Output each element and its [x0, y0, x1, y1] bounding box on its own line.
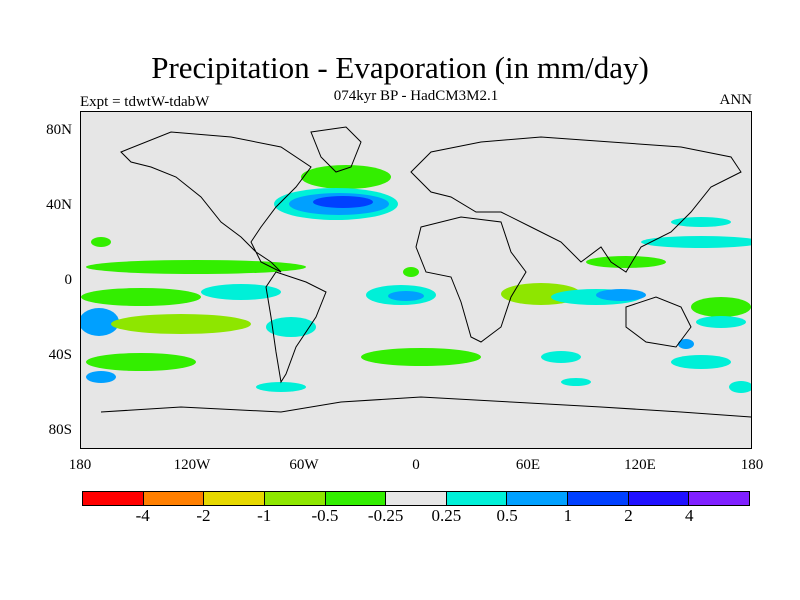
- anomaly-patch: [671, 217, 731, 227]
- lon-label-60w: 60W: [289, 457, 319, 473]
- colorbar: [82, 491, 750, 506]
- map-subtitle: 074kyr BP - HadCM3M2.1: [333, 88, 499, 104]
- anomaly-patch: [81, 308, 119, 336]
- lat-label-80s: 80S: [48, 422, 72, 438]
- anomaly-patch: [266, 317, 316, 337]
- anomaly-patches: [81, 165, 751, 393]
- lat-label-80n: 80N: [46, 122, 72, 138]
- anomaly-patch: [729, 381, 751, 393]
- colorbar-label: 1: [563, 506, 573, 525]
- anomaly-patch: [201, 284, 281, 300]
- lat-label-40n: 40N: [46, 197, 72, 213]
- anomaly-patch: [361, 348, 481, 366]
- colorbar-label: -1: [257, 506, 272, 525]
- anomaly-patch: [678, 339, 694, 349]
- colorbar-cell: [386, 492, 447, 505]
- coastlines: [100, 126, 751, 418]
- colorbar-cell: [325, 492, 387, 505]
- map-field-svg: [81, 126, 751, 418]
- lon-label-180e: 180: [740, 457, 764, 473]
- anomaly-patch: [403, 267, 419, 277]
- anomaly-patch: [561, 378, 591, 386]
- lon-label-180w: 180: [68, 457, 92, 473]
- anomaly-patch: [388, 291, 424, 301]
- lon-label-120e: 120E: [624, 457, 656, 473]
- colorbar-label: 2: [624, 506, 633, 525]
- colorbar-cell: [628, 492, 690, 505]
- colorbar-label: -2: [196, 506, 211, 525]
- anomaly-patch: [586, 256, 666, 268]
- anomaly-patch: [641, 236, 751, 248]
- colorbar-label: 0.5: [496, 506, 518, 525]
- colorbar-cell: [689, 492, 750, 505]
- colorbar-label: -4: [135, 506, 150, 525]
- anomaly-patch: [86, 260, 306, 274]
- colorbar-label: -0.5: [311, 506, 339, 525]
- colorbar-cell: [204, 492, 265, 505]
- map-title: Precipitation - Evaporation (in mm/day): [151, 50, 649, 85]
- colorbar-cell: [83, 492, 144, 505]
- anomaly-patch: [596, 289, 646, 301]
- lat-label-0: 0: [64, 272, 73, 288]
- anomaly-patch: [86, 353, 196, 371]
- anomaly-patch: [256, 382, 306, 392]
- anomaly-patch: [671, 355, 731, 369]
- anomaly-patch: [111, 314, 251, 334]
- lon-label-60e: 60E: [515, 457, 541, 473]
- anomaly-patch: [91, 237, 111, 247]
- colorbar-cell: [264, 492, 326, 505]
- colorbar-label: -0.25: [367, 506, 404, 525]
- anomaly-patch: [691, 297, 751, 317]
- experiment-label: Expt = tdwtW-tdabW: [80, 94, 210, 110]
- colorbar-cell: [568, 492, 629, 505]
- colorbar-cell: [446, 492, 508, 505]
- map-plot-area: [80, 111, 752, 449]
- anomaly-patch: [86, 371, 116, 383]
- period-label: ANN: [719, 92, 753, 108]
- anomaly-patch: [313, 196, 373, 208]
- lon-label-120w: 120W: [173, 457, 211, 473]
- colorbar-label: 0.25: [431, 506, 462, 525]
- anomaly-patch: [301, 165, 391, 189]
- anomaly-patch: [696, 316, 746, 328]
- colorbar-cell: [143, 492, 205, 505]
- anomaly-patch: [81, 288, 201, 306]
- lat-label-40s: 40S: [48, 347, 72, 363]
- anomaly-patch: [541, 351, 581, 363]
- colorbar-cell: [507, 492, 569, 505]
- colorbar-label: 4: [685, 506, 694, 525]
- lon-label-0: 0: [412, 457, 420, 473]
